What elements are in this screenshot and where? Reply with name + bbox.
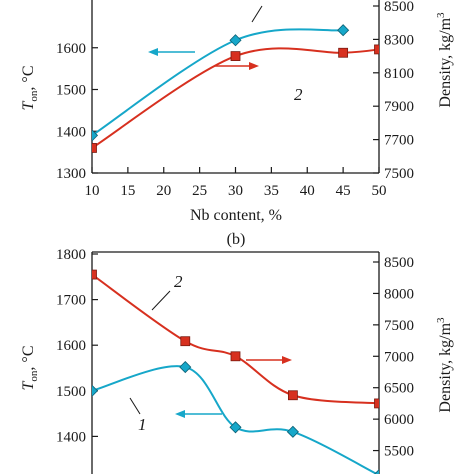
panel-a-series-2-point [374, 44, 379, 55]
panel-a-right-tick-label: 7700 [384, 133, 414, 149]
panel-a-series-1-point [337, 24, 350, 37]
panel-a-right-tick-label: 7900 [384, 99, 414, 115]
panel-b-series-1-point [286, 425, 299, 438]
panel-a-curve-1-leader [251, 5, 263, 23]
panel-b-series-1-point [374, 469, 379, 474]
panel-a-series-2-point [230, 51, 241, 61]
panel-a-x-tick-label: 20 [156, 183, 171, 199]
panel-b-series-2-point [180, 336, 191, 347]
panel-b-curve-1-label: 1 [138, 415, 147, 434]
panel-a-series-2-line [92, 47, 379, 149]
panel-b-series-2-point [287, 390, 298, 401]
panel-a-x-tick-label: 40 [300, 183, 315, 199]
panel-a-right-tick-label: 8500 [384, 0, 414, 15]
panel-a-series-1-point [229, 34, 242, 47]
panel-a-series-2-point [92, 143, 97, 153]
panel-b-left-tick-label: 1600 [56, 338, 86, 354]
panel-b-series-1-point [229, 421, 242, 434]
panel-b-series-1-point [179, 361, 192, 374]
panel-a-chart: 10 15 20 25 30 35 40 45 50 1300 1400 1500 1600 7500 77… [20, 0, 454, 248]
panel-b-series-2-line [92, 273, 379, 405]
panel-a-x-tick-label: 10 [85, 183, 100, 199]
panel-a-panel-caption: (b) [227, 231, 246, 248]
panel-a-left-tick-label: 1500 [56, 83, 86, 99]
panel-b-left-tick-label: 1500 [56, 384, 86, 400]
panel-b-right-tick-label: 7000 [384, 349, 414, 365]
panel-b-left-tick-label: 1800 [56, 247, 86, 263]
panel-a-left-tick-label: 1600 [56, 41, 86, 57]
panel-b-curve-2-label: 2 [174, 272, 183, 291]
panel-a-right-tick-label: 7500 [384, 166, 414, 182]
panel-b-left-tick-label: 1700 [56, 293, 86, 309]
panel-b-left-arrow-head [175, 410, 185, 418]
panel-b-right-tick-label: 6000 [384, 412, 414, 428]
panel-a-series-1-point [92, 129, 99, 142]
panel-a-x-tick-label: 30 [228, 183, 243, 199]
panel-b-series-2-point [230, 351, 241, 362]
panel-b-series-1-line [92, 365, 379, 474]
panel-a-left-tick-label: 1400 [56, 124, 86, 140]
panel-a-right-y-label: Density, kg/m3 [435, 12, 454, 108]
panel-b-series-2-point [374, 398, 379, 409]
panel-a-right-tick-label: 8100 [384, 66, 414, 82]
panel-a-series-2-point [338, 47, 349, 58]
panel-a-curve-2-label: 2 [294, 85, 303, 104]
panel-a-right-tick-label: 8300 [384, 32, 414, 48]
panel-a-left-y-label: Ton, °C [20, 66, 40, 111]
panel-a-x-tick-label: 25 [192, 183, 207, 199]
panel-b-right-tick-label: 6500 [384, 381, 414, 397]
panel-a-x-tick-label: 35 [264, 183, 279, 199]
panel-b-right-tick-label: 8000 [384, 286, 414, 302]
panel-b-chart: 1400 1500 1600 1700 1800 5500 6000 6500 7000 7500… [20, 247, 454, 474]
panel-b-series-1-point [92, 384, 99, 397]
panel-a-x-axis-label: Nb content, % [190, 207, 282, 224]
panel-b-right-tick-label: 7500 [384, 318, 414, 334]
panel-b-right-tick-label: 5500 [384, 444, 414, 460]
panel-b-right-y-label: Density, kg/m3 [435, 317, 454, 413]
panel-b-right-arrow-head [282, 356, 292, 364]
panel-b-right-tick-label: 8500 [384, 255, 414, 271]
panel-b-series-2-point [92, 269, 97, 280]
panel-a-left-tick-label: 1300 [56, 166, 86, 182]
panel-b-left-y-label: Ton, °C [20, 346, 40, 391]
panel-a-series-1-line [92, 28, 344, 137]
panel-a-x-tick-label: 15 [120, 183, 135, 199]
panel-a-right-arrow-head [249, 62, 259, 70]
panel-b-curve-2-leader [151, 290, 171, 311]
panel-a-x-tick-label: 45 [336, 183, 351, 199]
panel-a-x-tick-label: 50 [372, 183, 387, 199]
panel-b-left-tick-label: 1400 [56, 429, 86, 445]
panel-a-left-arrow-head [148, 48, 158, 56]
panel-b-curve-1-leader [129, 397, 141, 415]
